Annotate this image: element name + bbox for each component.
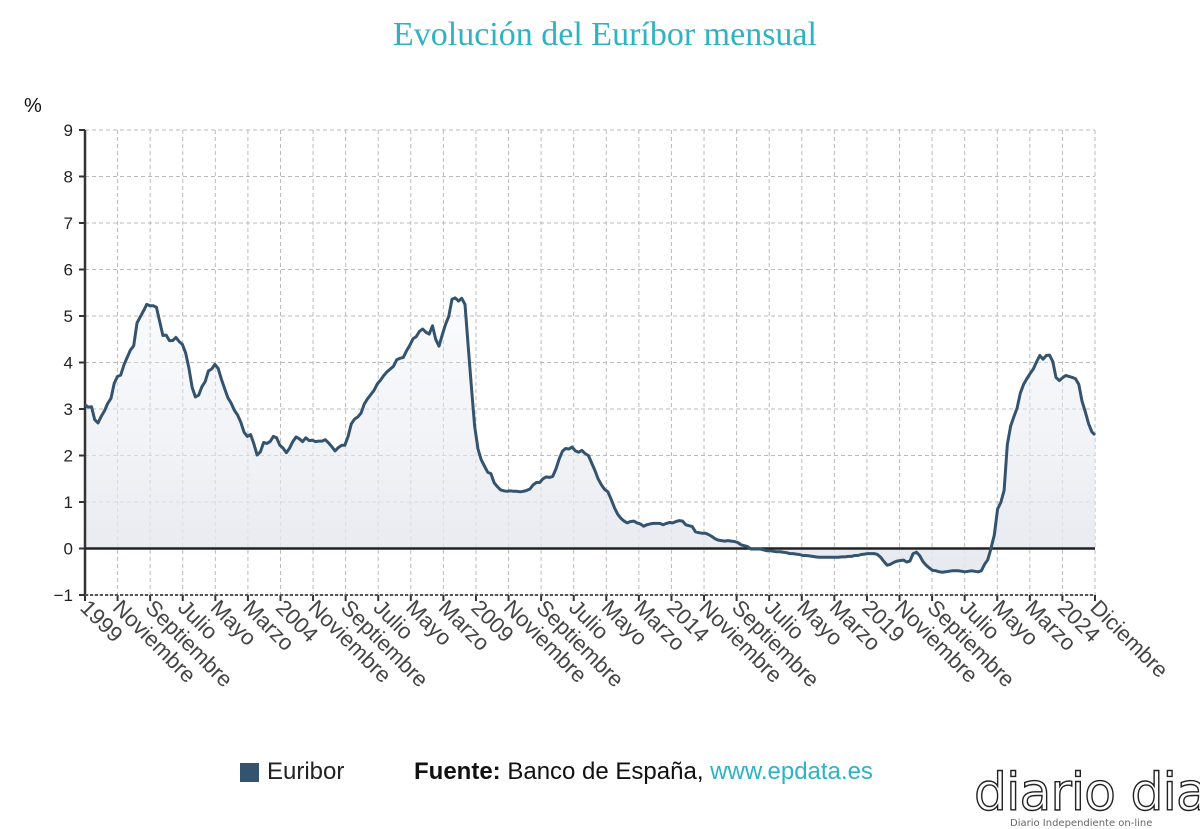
y-axis-label: % <box>24 95 42 117</box>
y-tick-label: 3 <box>64 400 73 419</box>
legend-label: Euribor <box>267 758 345 785</box>
y-tick-label: −1 <box>54 586 73 605</box>
x-tick-label: Diciembre <box>1085 595 1173 683</box>
y-tick-label: 5 <box>64 307 73 326</box>
source-text: Banco de España, <box>500 758 711 785</box>
series-line-euribor <box>84 296 1097 574</box>
y-tick-label: 0 <box>64 540 73 559</box>
svg-text:Diario Independiente on-line: Diario Independiente on-line <box>1010 818 1152 829</box>
series-area <box>85 297 1095 573</box>
y-tick-label: 9 <box>64 121 73 140</box>
chart-title: Evolución del Euríbor mensual <box>393 16 817 53</box>
diario-dia-logo: diario dia Diario Independiente on-line <box>973 762 1200 829</box>
y-tick-label: 6 <box>64 261 73 280</box>
source-note: Fuente: Banco de España, www.epdata.es <box>414 758 873 786</box>
source-link[interactable]: www.epdata.es <box>710 758 873 785</box>
y-tick-label: 8 <box>64 168 73 187</box>
y-tick-label: 7 <box>64 214 73 233</box>
legend: Euribor <box>240 758 344 786</box>
y-tick-label: 1 <box>64 493 73 512</box>
y-tick-label: 2 <box>64 447 73 466</box>
y-tick-label: 4 <box>64 354 73 373</box>
legend-swatch-euribor <box>240 762 259 782</box>
svg-text:diario dia: diario dia <box>974 763 1200 823</box>
source-prefix: Fuente: <box>414 758 501 785</box>
